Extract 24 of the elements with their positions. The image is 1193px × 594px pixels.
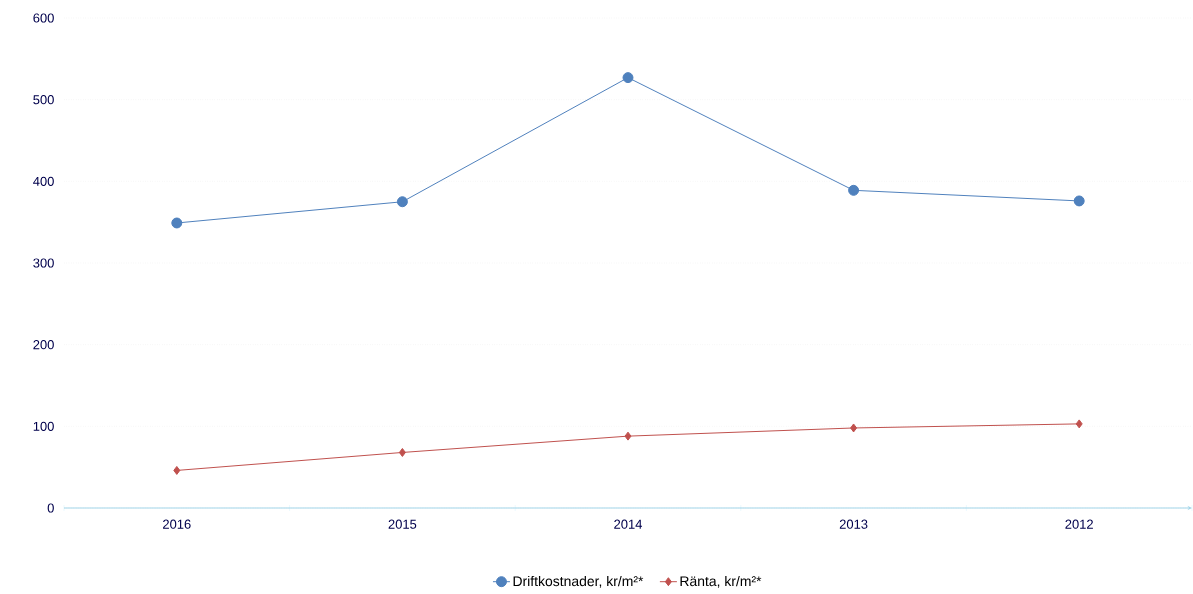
point bbox=[398, 447, 406, 457]
point bbox=[1075, 419, 1083, 429]
legend-label: Ränta, kr/m²* bbox=[680, 575, 762, 588]
legend-label: Driftkostnader, kr/m²* bbox=[513, 575, 644, 588]
x-tick-label: 2013 bbox=[839, 519, 868, 529]
point bbox=[624, 431, 632, 441]
x-tick-label: 2014 bbox=[614, 519, 643, 529]
x-tick-label: 2016 bbox=[163, 519, 191, 529]
point bbox=[171, 217, 183, 229]
y-tick-label: 0 bbox=[47, 503, 54, 513]
y-tick-label: 500 bbox=[33, 95, 54, 105]
point bbox=[1073, 195, 1085, 207]
point bbox=[848, 184, 860, 196]
y-tick-label: 400 bbox=[33, 176, 54, 186]
x-tick-label: 2012 bbox=[1065, 519, 1093, 529]
x-tick-label: 2015 bbox=[388, 519, 417, 529]
y-tick-label: 100 bbox=[33, 421, 54, 431]
point bbox=[396, 196, 408, 208]
y-tick-label: 600 bbox=[33, 13, 54, 23]
point bbox=[622, 72, 634, 84]
point bbox=[173, 465, 181, 475]
y-tick-label: 200 bbox=[33, 340, 54, 350]
point bbox=[850, 423, 858, 433]
y-tick-label: 300 bbox=[33, 258, 54, 268]
